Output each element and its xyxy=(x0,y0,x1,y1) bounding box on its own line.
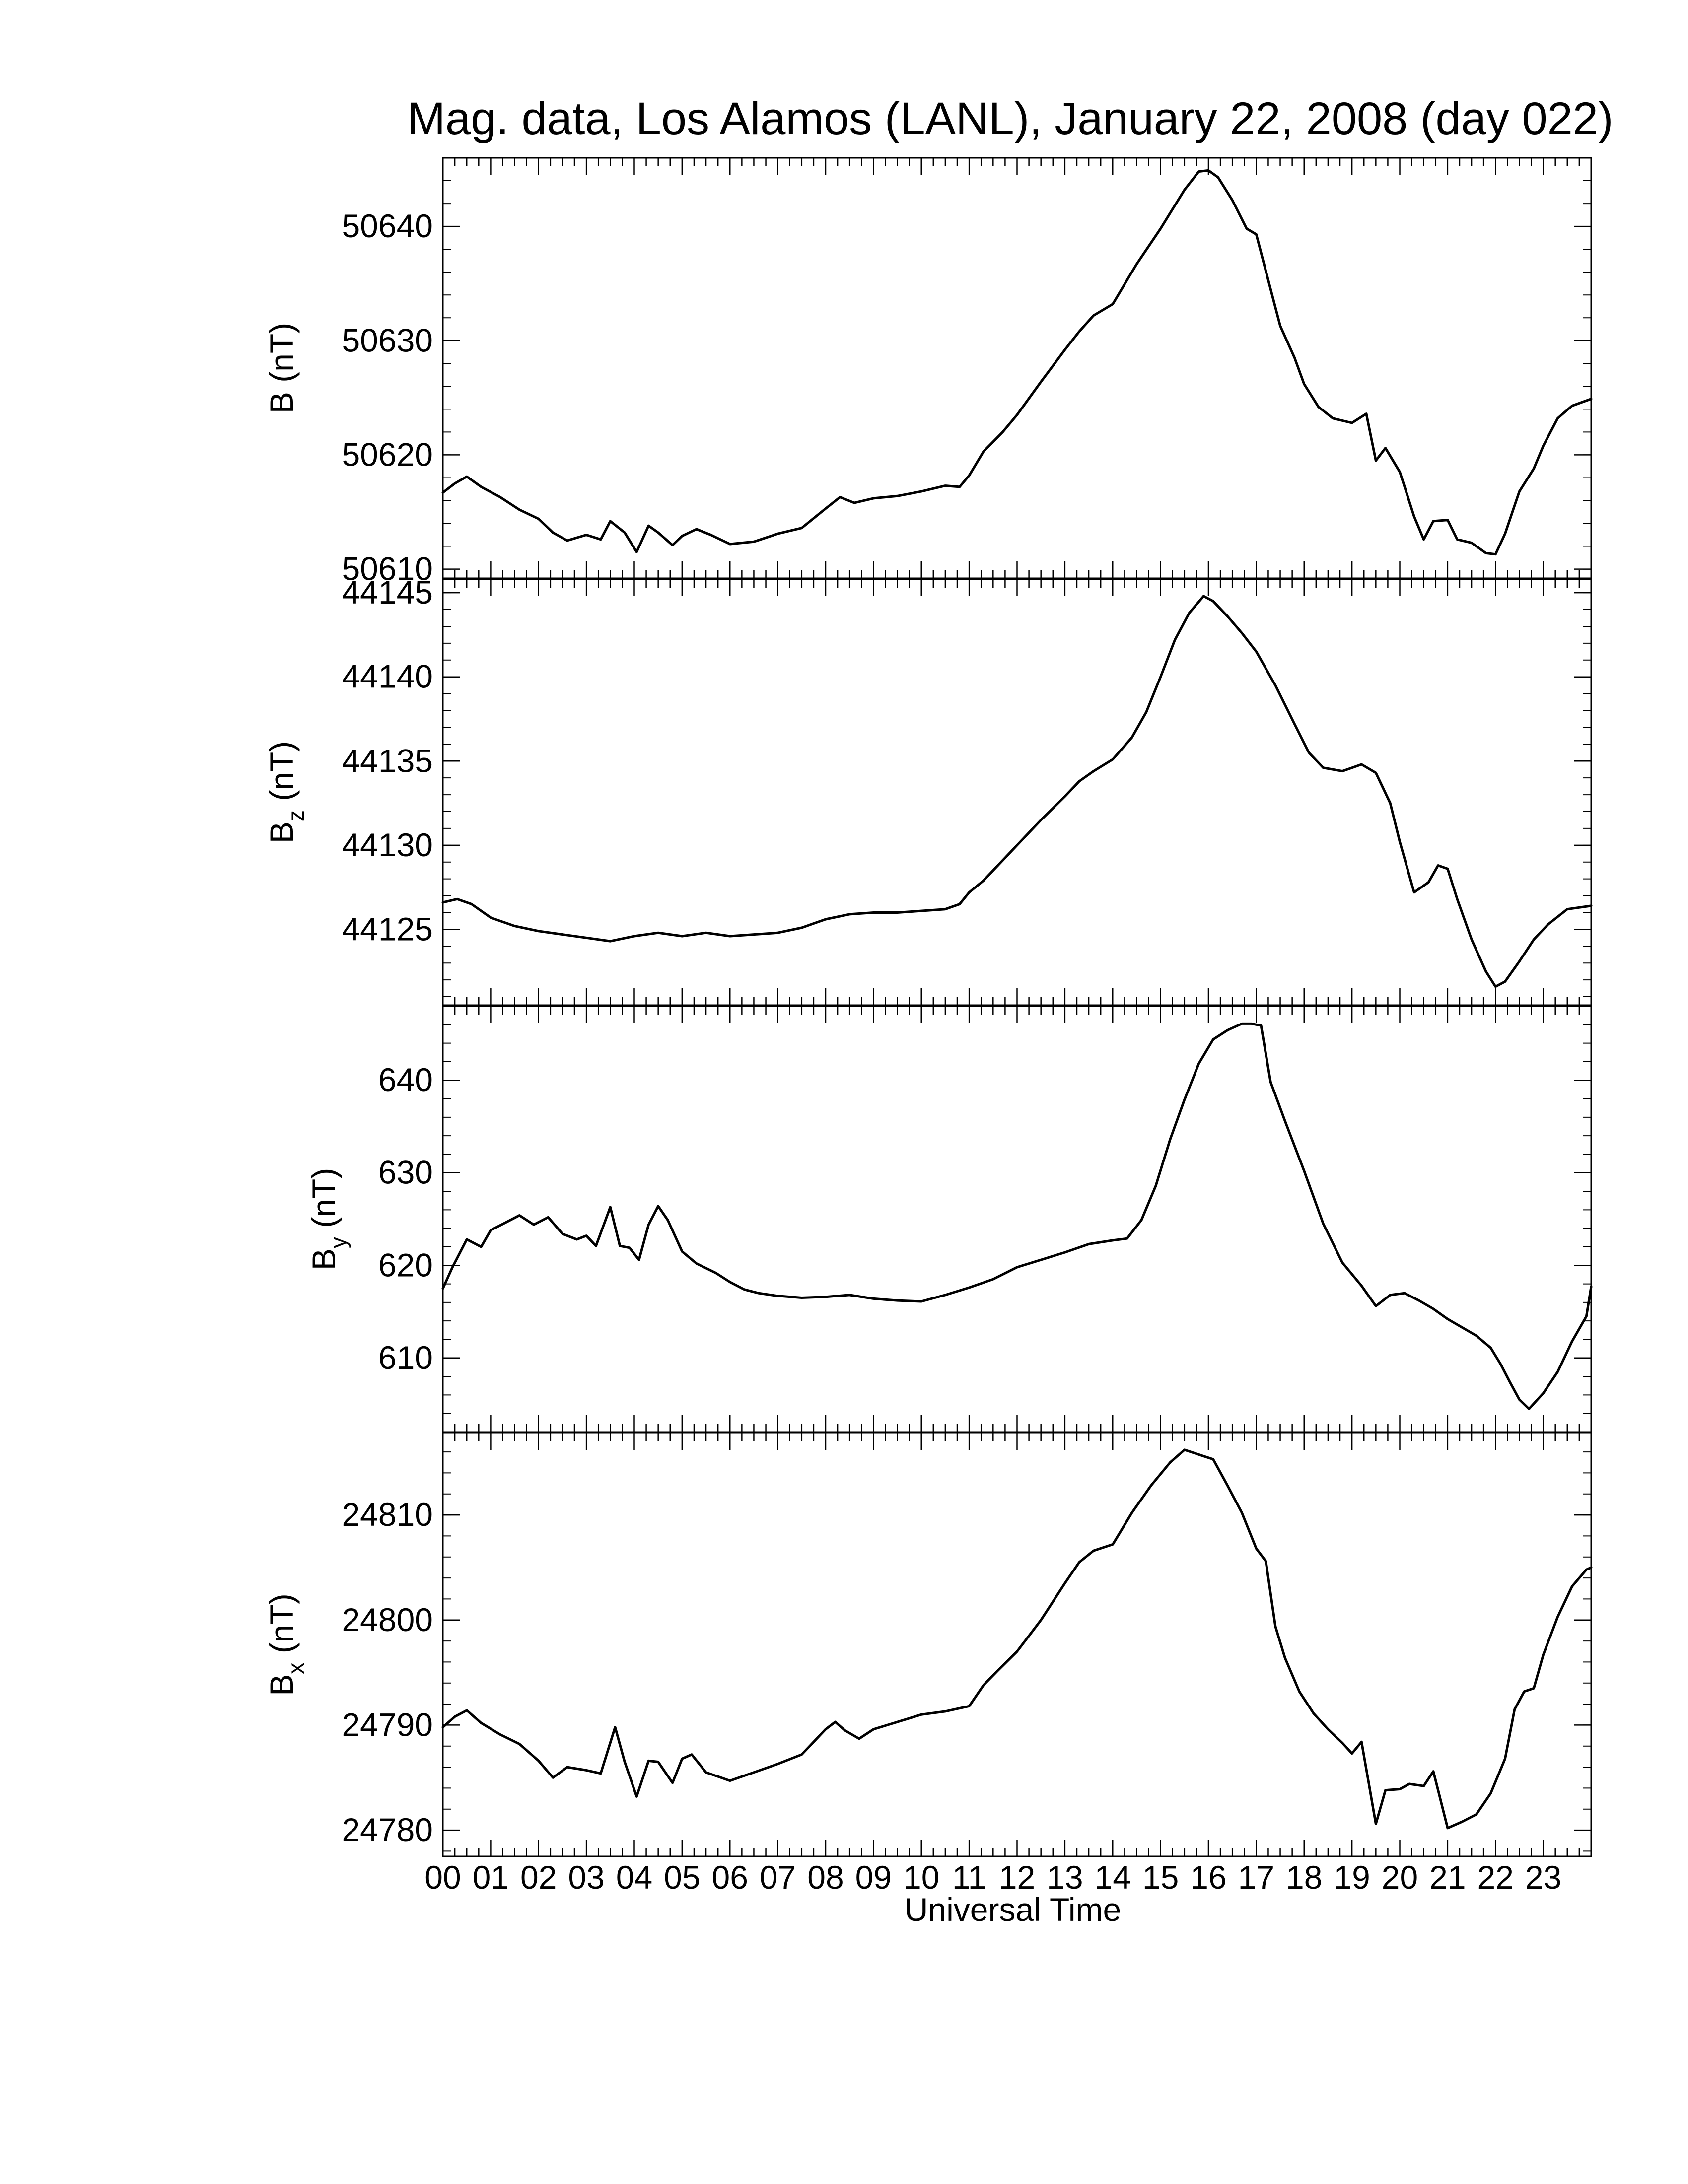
x-tick-label: 02 xyxy=(520,1859,557,1896)
x-tick-label: 21 xyxy=(1429,1859,1466,1896)
y-tick-label: 630 xyxy=(378,1154,433,1191)
series-line-2 xyxy=(441,595,1593,988)
y-axis-label-symbol: B xyxy=(305,1248,342,1270)
x-tick-label: 10 xyxy=(903,1859,939,1896)
chart-title: Mag. data, Los Alamos (LANL), January 22… xyxy=(407,93,1613,144)
y-tick-label: 44145 xyxy=(342,574,433,611)
y-tick-label: 44130 xyxy=(342,826,433,863)
x-axis-tick-labels: 00 01 02 03 04 05 06 07 08 09 10 11 12 13 14 15 16 17 18 19… xyxy=(424,1859,1561,1896)
y-axis-label-subscript: z xyxy=(283,810,309,821)
y-axis-label-3: By (nT) xyxy=(305,1168,351,1270)
x-tick-label: 12 xyxy=(999,1859,1035,1896)
x-tick-label: 13 xyxy=(1047,1859,1083,1896)
y-tick-label: 620 xyxy=(378,1246,433,1283)
x-tick-label: 00 xyxy=(424,1859,461,1896)
y-tick-label: 24810 xyxy=(342,1496,433,1533)
panel-1: 50610 50620 50630 50640 B (nT) xyxy=(263,157,1593,587)
y-tick-label: 640 xyxy=(378,1061,433,1098)
y-axis-label-unit: (nT) xyxy=(305,1168,342,1237)
y-axis-label-subscript: y xyxy=(325,1237,351,1248)
x-tick-label: 05 xyxy=(664,1859,700,1896)
y-tick-label: 24790 xyxy=(342,1706,433,1743)
x-tick-label: 08 xyxy=(807,1859,844,1896)
x-tick-label: 07 xyxy=(760,1859,796,1896)
y-tick-label: 50610 xyxy=(342,550,433,587)
panel-3: 610 620 630 640 By (nT) xyxy=(305,1005,1593,1433)
y-axis-label-4: Bx (nT) xyxy=(263,1593,309,1696)
x-tick-label: 16 xyxy=(1190,1859,1226,1896)
y-axis-label-1: B (nT) xyxy=(263,323,300,413)
y-tick-label: 44125 xyxy=(342,910,433,947)
y-axis-label-unit: (nT) xyxy=(263,741,300,810)
x-tick-label: 19 xyxy=(1334,1859,1370,1896)
x-tick-label: 15 xyxy=(1142,1859,1179,1896)
y-tick-label: 44140 xyxy=(342,658,433,695)
panel-2: 44125 44130 44135 44140 44145 Bz (nT) xyxy=(263,574,1593,1006)
x-axis-label: Universal Time xyxy=(905,1891,1121,1928)
series-line-1 xyxy=(441,169,1593,556)
y-tick-label: 610 xyxy=(378,1339,433,1376)
x-tick-label: 04 xyxy=(616,1859,652,1896)
y-axis-label-2: Bz (nT) xyxy=(263,741,309,843)
x-tick-label: 14 xyxy=(1095,1859,1131,1896)
x-tick-label: 18 xyxy=(1286,1859,1322,1896)
x-tick-label: 06 xyxy=(712,1859,748,1896)
y-axis-label-unit: (nT) xyxy=(263,323,300,392)
y-axis-label-subscript: x xyxy=(283,1663,309,1674)
y-axis-label-symbol: B xyxy=(263,821,300,843)
x-tick-label: 01 xyxy=(473,1859,509,1896)
x-tick-label: 09 xyxy=(855,1859,892,1896)
y-tick-label: 50640 xyxy=(342,207,433,244)
x-tick-label: 22 xyxy=(1477,1859,1514,1896)
series-line-4 xyxy=(441,1448,1593,1830)
x-tick-label: 23 xyxy=(1525,1859,1561,1896)
x-tick-label: 11 xyxy=(952,1859,986,1896)
y-tick-label: 50630 xyxy=(342,322,433,358)
chart-panels: 50610 50620 50630 50640 B (nT) 44125 44130 4413… xyxy=(263,157,1593,1857)
x-tick-label: 20 xyxy=(1382,1859,1418,1896)
x-tick-label: 17 xyxy=(1238,1859,1274,1896)
y-tick-label: 24780 xyxy=(342,1811,433,1848)
y-tick-label: 24800 xyxy=(342,1601,433,1638)
y-axis-label-symbol: B xyxy=(263,1674,300,1696)
y-axis-label-unit: (nT) xyxy=(263,1593,300,1662)
series-line-3 xyxy=(441,1022,1593,1410)
y-tick-label: 50620 xyxy=(342,436,433,473)
panel-4: 24780 24790 24800 24810 Bx (nT) xyxy=(263,1432,1593,1857)
y-axis-label-symbol: B xyxy=(263,392,300,413)
x-tick-label: 03 xyxy=(568,1859,604,1896)
y-tick-label: 44135 xyxy=(342,742,433,779)
